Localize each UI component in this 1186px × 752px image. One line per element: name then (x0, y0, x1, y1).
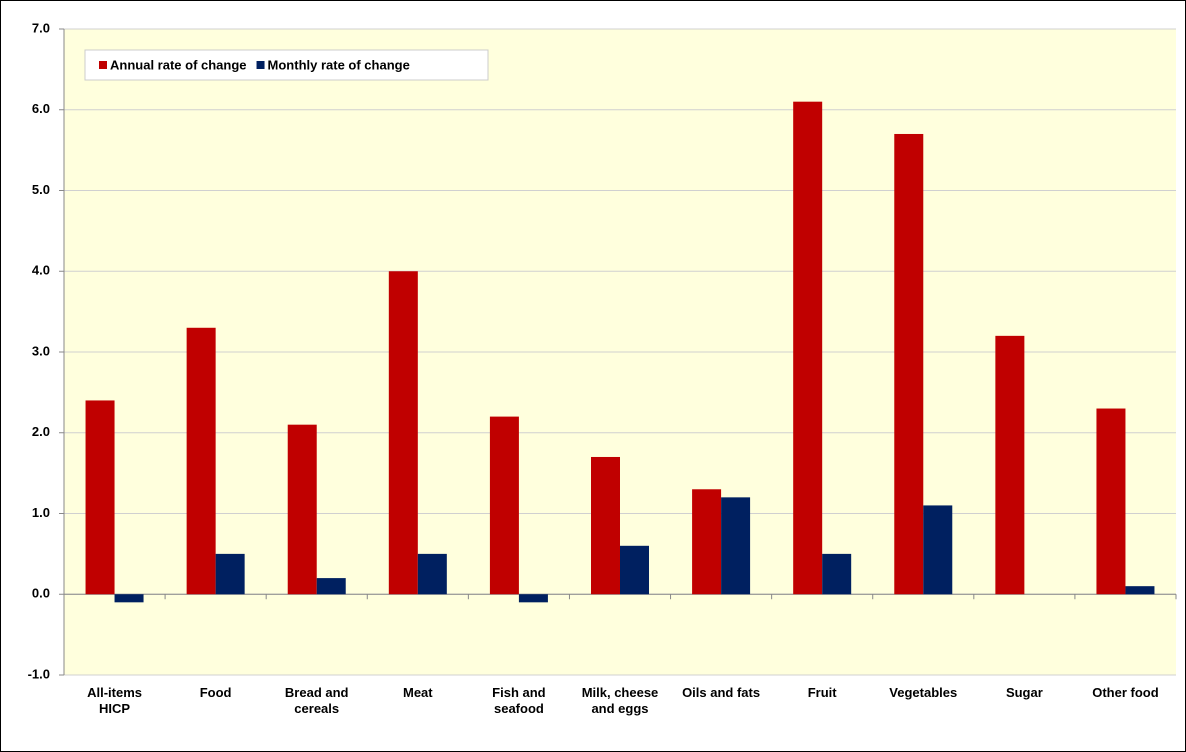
x-tick-label: All-items HICP (87, 685, 142, 716)
bar (1096, 408, 1126, 595)
bar (489, 416, 519, 595)
y-tick-label: -1.0 (28, 666, 50, 681)
legend-label: Annual rate of change (110, 57, 247, 72)
bar (1125, 586, 1155, 595)
bar (114, 594, 144, 603)
y-tick-label: 5.0 (32, 182, 50, 197)
bar (518, 594, 548, 603)
x-tick-label: Bread and cereals (284, 685, 349, 716)
bar (186, 327, 216, 595)
x-tick-label: Oils and fats (682, 685, 761, 700)
x-tick-label: Food (199, 685, 232, 700)
bar (417, 553, 447, 595)
x-tick-label: Sugar (1005, 685, 1043, 700)
y-tick-label: 4.0 (32, 263, 50, 278)
legend-swatch (256, 61, 265, 69)
x-tick-label: Milk, cheese and eggs (581, 685, 659, 716)
legend-box (84, 49, 489, 81)
x-tick-label: Fish and seafood (492, 685, 546, 716)
y-tick-label: 6.0 (32, 101, 50, 116)
bar (721, 497, 751, 595)
legend-swatch (99, 61, 107, 69)
bar (923, 505, 953, 595)
bar (692, 489, 722, 595)
x-tick-label: Meat (403, 685, 433, 700)
y-tick-label: 3.0 (32, 343, 50, 358)
x-tick-label: Other food (1092, 685, 1159, 700)
bar (995, 335, 1025, 595)
bar (215, 553, 245, 595)
legend-label: Monthly rate of change (268, 57, 410, 72)
bar (793, 101, 823, 595)
bar (822, 553, 852, 595)
bar (287, 424, 317, 595)
bar (591, 456, 620, 595)
y-tick-label: 7.0 (32, 20, 50, 35)
y-tick-label: 0.0 (32, 586, 50, 601)
bar (85, 400, 115, 595)
y-tick-label: 1.0 (32, 505, 50, 520)
x-tick-label: Vegetables (889, 685, 958, 700)
bar (316, 578, 346, 595)
y-tick-label: 2.0 (32, 424, 50, 439)
bar (388, 271, 418, 595)
bar (620, 545, 649, 595)
x-tick-label: Fruit (807, 685, 837, 700)
bar (894, 133, 924, 595)
